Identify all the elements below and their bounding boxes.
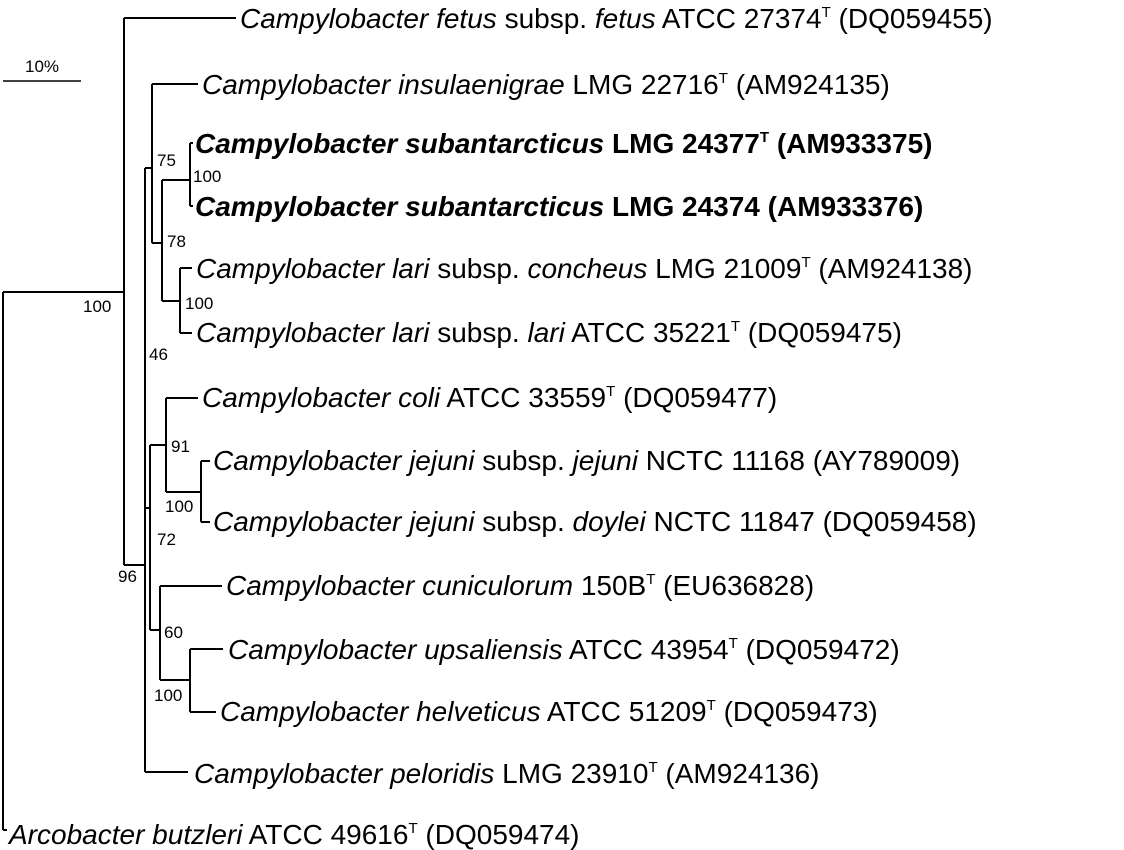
tree-branches: [2, 17, 236, 831]
taxon-name: Campylobacter peloridis: [194, 758, 494, 789]
taxon-name: Campylobacter subantarcticus: [195, 128, 604, 159]
taxon-accession: (EU636828): [655, 570, 814, 601]
taxon-name: Campylobacter coli: [202, 382, 441, 413]
taxon-strain: ATCC 49616: [242, 819, 408, 850]
taxon-strain: ATCC 27374: [656, 3, 822, 34]
taxon-accession: (DQ059474): [418, 819, 580, 850]
taxon-label-subant2: Campylobacter subantarcticus LMG 24374 (…: [195, 191, 923, 222]
taxon-subsp: jejuni: [569, 445, 639, 476]
taxon-type-marker: T: [646, 571, 655, 588]
taxon-name: Campylobacter upsaliensis: [228, 634, 563, 665]
taxon-subsp-word: subsp.: [429, 253, 527, 284]
taxon-strain: NCTC 11168: [638, 445, 805, 476]
taxon-type-marker: T: [760, 129, 769, 146]
bootstrap-100-lari: 100: [185, 294, 213, 313]
scale-bar: 10%: [3, 57, 81, 82]
taxon-type-marker: T: [801, 254, 810, 271]
taxon-subsp: concheus: [527, 253, 647, 284]
bootstrap-75: 75: [157, 151, 176, 170]
taxon-name: Campylobacter subantarcticus: [195, 191, 604, 222]
taxon-type-marker: T: [822, 4, 831, 21]
taxon-strain: ATCC 51209: [541, 696, 707, 727]
taxon-name: Campylobacter helveticus: [220, 696, 541, 727]
scale-bar-label: 10%: [25, 57, 59, 76]
taxon-name: Campylobacter jejuni: [213, 445, 475, 476]
taxon-name: Campylobacter jejuni: [213, 506, 475, 537]
taxon-subsp-word: subsp.: [474, 445, 572, 476]
taxon-label-fetus: Campylobacter fetus subsp. fetus ATCC 27…: [240, 3, 993, 34]
taxon-type-marker: T: [731, 318, 740, 335]
taxon-accession: (DQ059473): [716, 696, 878, 727]
taxon-strain: LMG 23910: [494, 758, 648, 789]
bootstrap-100-root: 100: [83, 297, 111, 316]
taxon-label-doylei: Campylobacter jejuni subsp. doylei NCTC …: [213, 506, 977, 537]
taxon-accession: (AM933376): [760, 191, 923, 222]
bootstrap-100-jejuni: 100: [165, 497, 193, 516]
taxon-name: Campylobacter lari: [196, 253, 430, 284]
taxon-label-helveticus: Campylobacter helveticus ATCC 51209T (DQ…: [220, 696, 878, 727]
taxon-type-marker: T: [719, 70, 728, 87]
taxon-accession: (DQ059458): [815, 506, 977, 537]
taxon-label-coli: Campylobacter coli ATCC 33559T (DQ059477…: [202, 382, 777, 413]
bootstrap-78: 78: [167, 232, 186, 251]
taxon-label-lari: Campylobacter lari subsp. lari ATCC 3522…: [196, 317, 902, 348]
taxon-strain: LMG 24377: [604, 128, 760, 159]
taxon-label-butzleri: Arcobacter butzleri ATCC 49616T (DQ05947…: [7, 819, 580, 850]
taxon-name: Campylobacter fetus: [240, 3, 497, 34]
taxon-accession: (DQ059477): [615, 382, 777, 413]
bootstrap-100-subantarcticus: 100: [193, 167, 221, 186]
taxon-label-cuniculorum: Campylobacter cuniculorum 150BT (EU63682…: [226, 570, 814, 601]
taxon-label-jejuni: Campylobacter jejuni subsp. jejuni NCTC …: [213, 445, 960, 476]
taxon-accession: (AM924135): [728, 69, 890, 100]
taxon-type-marker: T: [606, 383, 615, 400]
taxon-subsp-word: subsp.: [474, 506, 572, 537]
bootstrap-100-upsaliensis: 100: [154, 686, 182, 705]
taxon-name: Campylobacter insulaenigrae: [202, 69, 565, 100]
taxon-accession: (AM924136): [658, 758, 820, 789]
taxon-strain: NCTC 11847: [646, 506, 815, 537]
taxon-subsp: lari: [527, 317, 565, 348]
bootstrap-96: 96: [118, 567, 137, 586]
taxon-subsp-word: subsp.: [497, 3, 595, 34]
taxon-label-concheus: Campylobacter lari subsp. concheus LMG 2…: [196, 253, 973, 284]
taxon-accession: (DQ059475): [740, 317, 902, 348]
taxon-strain: LMG 22716: [565, 69, 719, 100]
taxon-accession: (AM924138): [811, 253, 973, 284]
taxon-accession: (DQ059472): [738, 634, 900, 665]
taxon-accession: (AM933375): [769, 128, 932, 159]
bootstrap-values: 75 100 78 100 100 46 91 100 72 96 60 100: [83, 151, 221, 705]
taxon-type-marker: T: [408, 820, 417, 837]
taxon-type-marker: T: [729, 635, 738, 652]
taxon-subsp: fetus: [595, 3, 656, 34]
taxon-name: Campylobacter cuniculorum: [226, 570, 573, 601]
bootstrap-91: 91: [171, 437, 190, 456]
taxon-strain: 150B: [573, 570, 646, 601]
taxon-labels: Campylobacter fetus subsp. fetus ATCC 27…: [7, 3, 993, 850]
bootstrap-60: 60: [164, 623, 183, 642]
taxon-strain: ATCC 43954: [563, 634, 729, 665]
taxon-label-insulaenigrae: Campylobacter insulaenigrae LMG 22716T (…: [202, 69, 890, 100]
taxon-type-marker: T: [707, 697, 716, 714]
bootstrap-72: 72: [157, 530, 176, 549]
taxon-accession: (AY789009): [805, 445, 960, 476]
taxon-strain: LMG 24374: [604, 191, 760, 222]
taxon-label-subant1: Campylobacter subantarcticus LMG 24377T …: [195, 128, 932, 159]
taxon-label-peloridis: Campylobacter peloridis LMG 23910T (AM92…: [194, 758, 820, 789]
bootstrap-46: 46: [149, 345, 168, 364]
taxon-subsp: doylei: [573, 506, 647, 537]
taxon-name: Campylobacter lari: [196, 317, 430, 348]
taxon-strain: ATCC 33559: [440, 382, 606, 413]
taxon-subsp-word: subsp.: [429, 317, 527, 348]
taxon-strain: LMG 21009: [647, 253, 801, 284]
taxon-accession: (DQ059455): [831, 3, 993, 34]
taxon-type-marker: T: [648, 759, 657, 776]
taxon-strain: ATCC 35221: [565, 317, 731, 348]
taxon-label-upsaliensis: Campylobacter upsaliensis ATCC 43954T (D…: [228, 634, 900, 665]
taxon-name: Arcobacter butzleri: [7, 819, 243, 850]
